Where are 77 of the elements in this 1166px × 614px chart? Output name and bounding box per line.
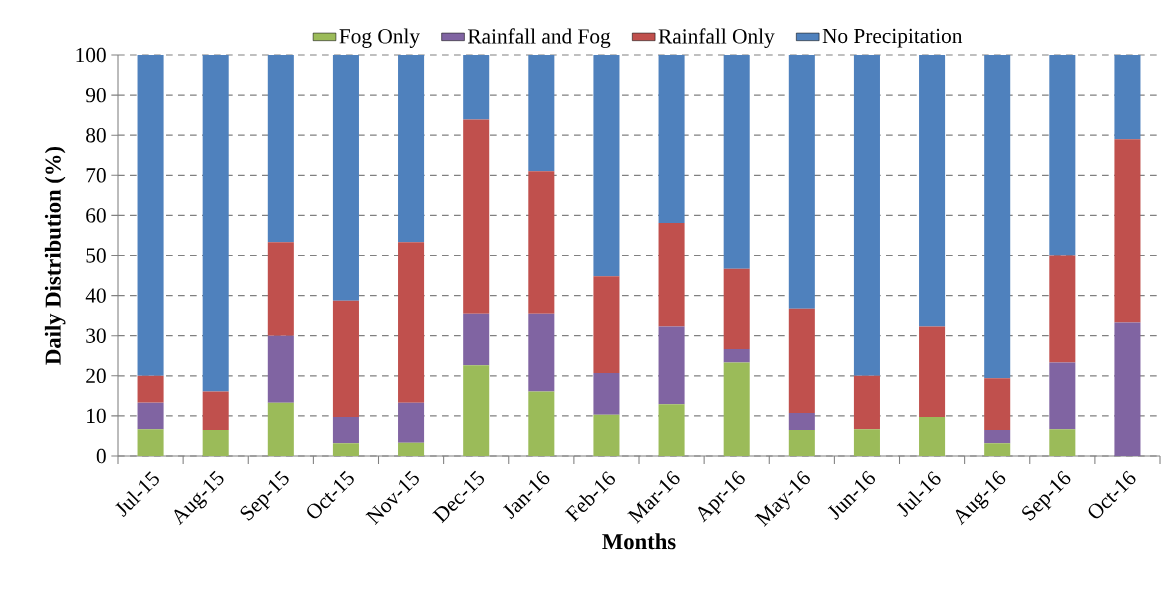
bar <box>788 413 815 430</box>
bar <box>853 429 880 456</box>
legend-label: Rainfall and Fog <box>467 28 611 48</box>
y-tick-label: 50 <box>86 248 106 263</box>
bar <box>267 335 294 403</box>
bar <box>202 429 229 456</box>
y-tick-label: 60 <box>86 208 106 223</box>
bar <box>463 313 490 366</box>
y-tick-label: 20 <box>86 368 106 383</box>
bar <box>919 55 946 327</box>
bar <box>1049 429 1076 456</box>
y-axis-title: Daily Distribution (%) <box>44 146 66 365</box>
bar <box>528 171 555 314</box>
bar <box>788 308 815 414</box>
bar <box>1049 55 1076 256</box>
bar <box>1049 362 1076 430</box>
bar <box>528 55 555 172</box>
y-tick-label: 10 <box>87 408 106 424</box>
bar <box>202 55 229 392</box>
y-tick-label: 30 <box>86 328 106 343</box>
bar <box>984 443 1011 456</box>
bar <box>788 429 815 456</box>
bar <box>788 55 815 309</box>
bar <box>723 268 750 349</box>
x-axis-title: Months <box>602 533 676 550</box>
bar <box>919 326 946 418</box>
bar <box>593 414 620 456</box>
bar <box>267 55 294 243</box>
bar <box>919 417 946 456</box>
legend-label: Fog Only <box>339 28 420 48</box>
y-tick-label: 40 <box>85 288 106 303</box>
y-tick-label: 90 <box>85 87 106 103</box>
bar <box>398 55 425 243</box>
bar <box>1114 322 1141 456</box>
bar <box>723 55 750 269</box>
bar <box>463 119 490 314</box>
bar <box>853 375 880 430</box>
bar <box>593 372 620 415</box>
bar <box>853 55 880 376</box>
bar <box>398 402 425 443</box>
bar <box>267 402 294 456</box>
y-tick-label: 80 <box>86 128 106 143</box>
bar <box>137 55 164 376</box>
y-tick-label: 70 <box>86 168 106 183</box>
legend-label: No Precipitation <box>822 28 963 48</box>
bar <box>984 378 1011 430</box>
bar <box>593 276 620 373</box>
y-tick-label: 100 <box>76 47 106 63</box>
bar <box>984 55 1011 379</box>
bar <box>658 404 685 456</box>
bar <box>658 55 685 224</box>
bar <box>332 443 359 456</box>
bar <box>137 375 164 403</box>
legend-label: Rainfall Only <box>658 28 775 48</box>
bar <box>658 326 685 405</box>
bar <box>658 223 685 327</box>
bar <box>528 313 555 392</box>
bar <box>723 348 750 363</box>
bar <box>202 391 229 430</box>
bar <box>984 429 1011 444</box>
bar <box>528 391 555 456</box>
bar <box>1114 55 1141 140</box>
y-tick-label: 0 <box>96 448 106 464</box>
bar <box>1114 139 1141 323</box>
bar <box>1049 255 1076 363</box>
bar <box>398 242 425 403</box>
bar <box>593 55 620 277</box>
bar <box>267 242 294 336</box>
bar <box>332 300 359 418</box>
bar <box>398 442 425 456</box>
bar <box>137 429 164 456</box>
bar <box>332 417 359 444</box>
bar <box>332 55 359 301</box>
bar <box>463 365 490 456</box>
bar <box>723 362 750 456</box>
bar <box>137 402 164 430</box>
bar <box>463 55 490 120</box>
